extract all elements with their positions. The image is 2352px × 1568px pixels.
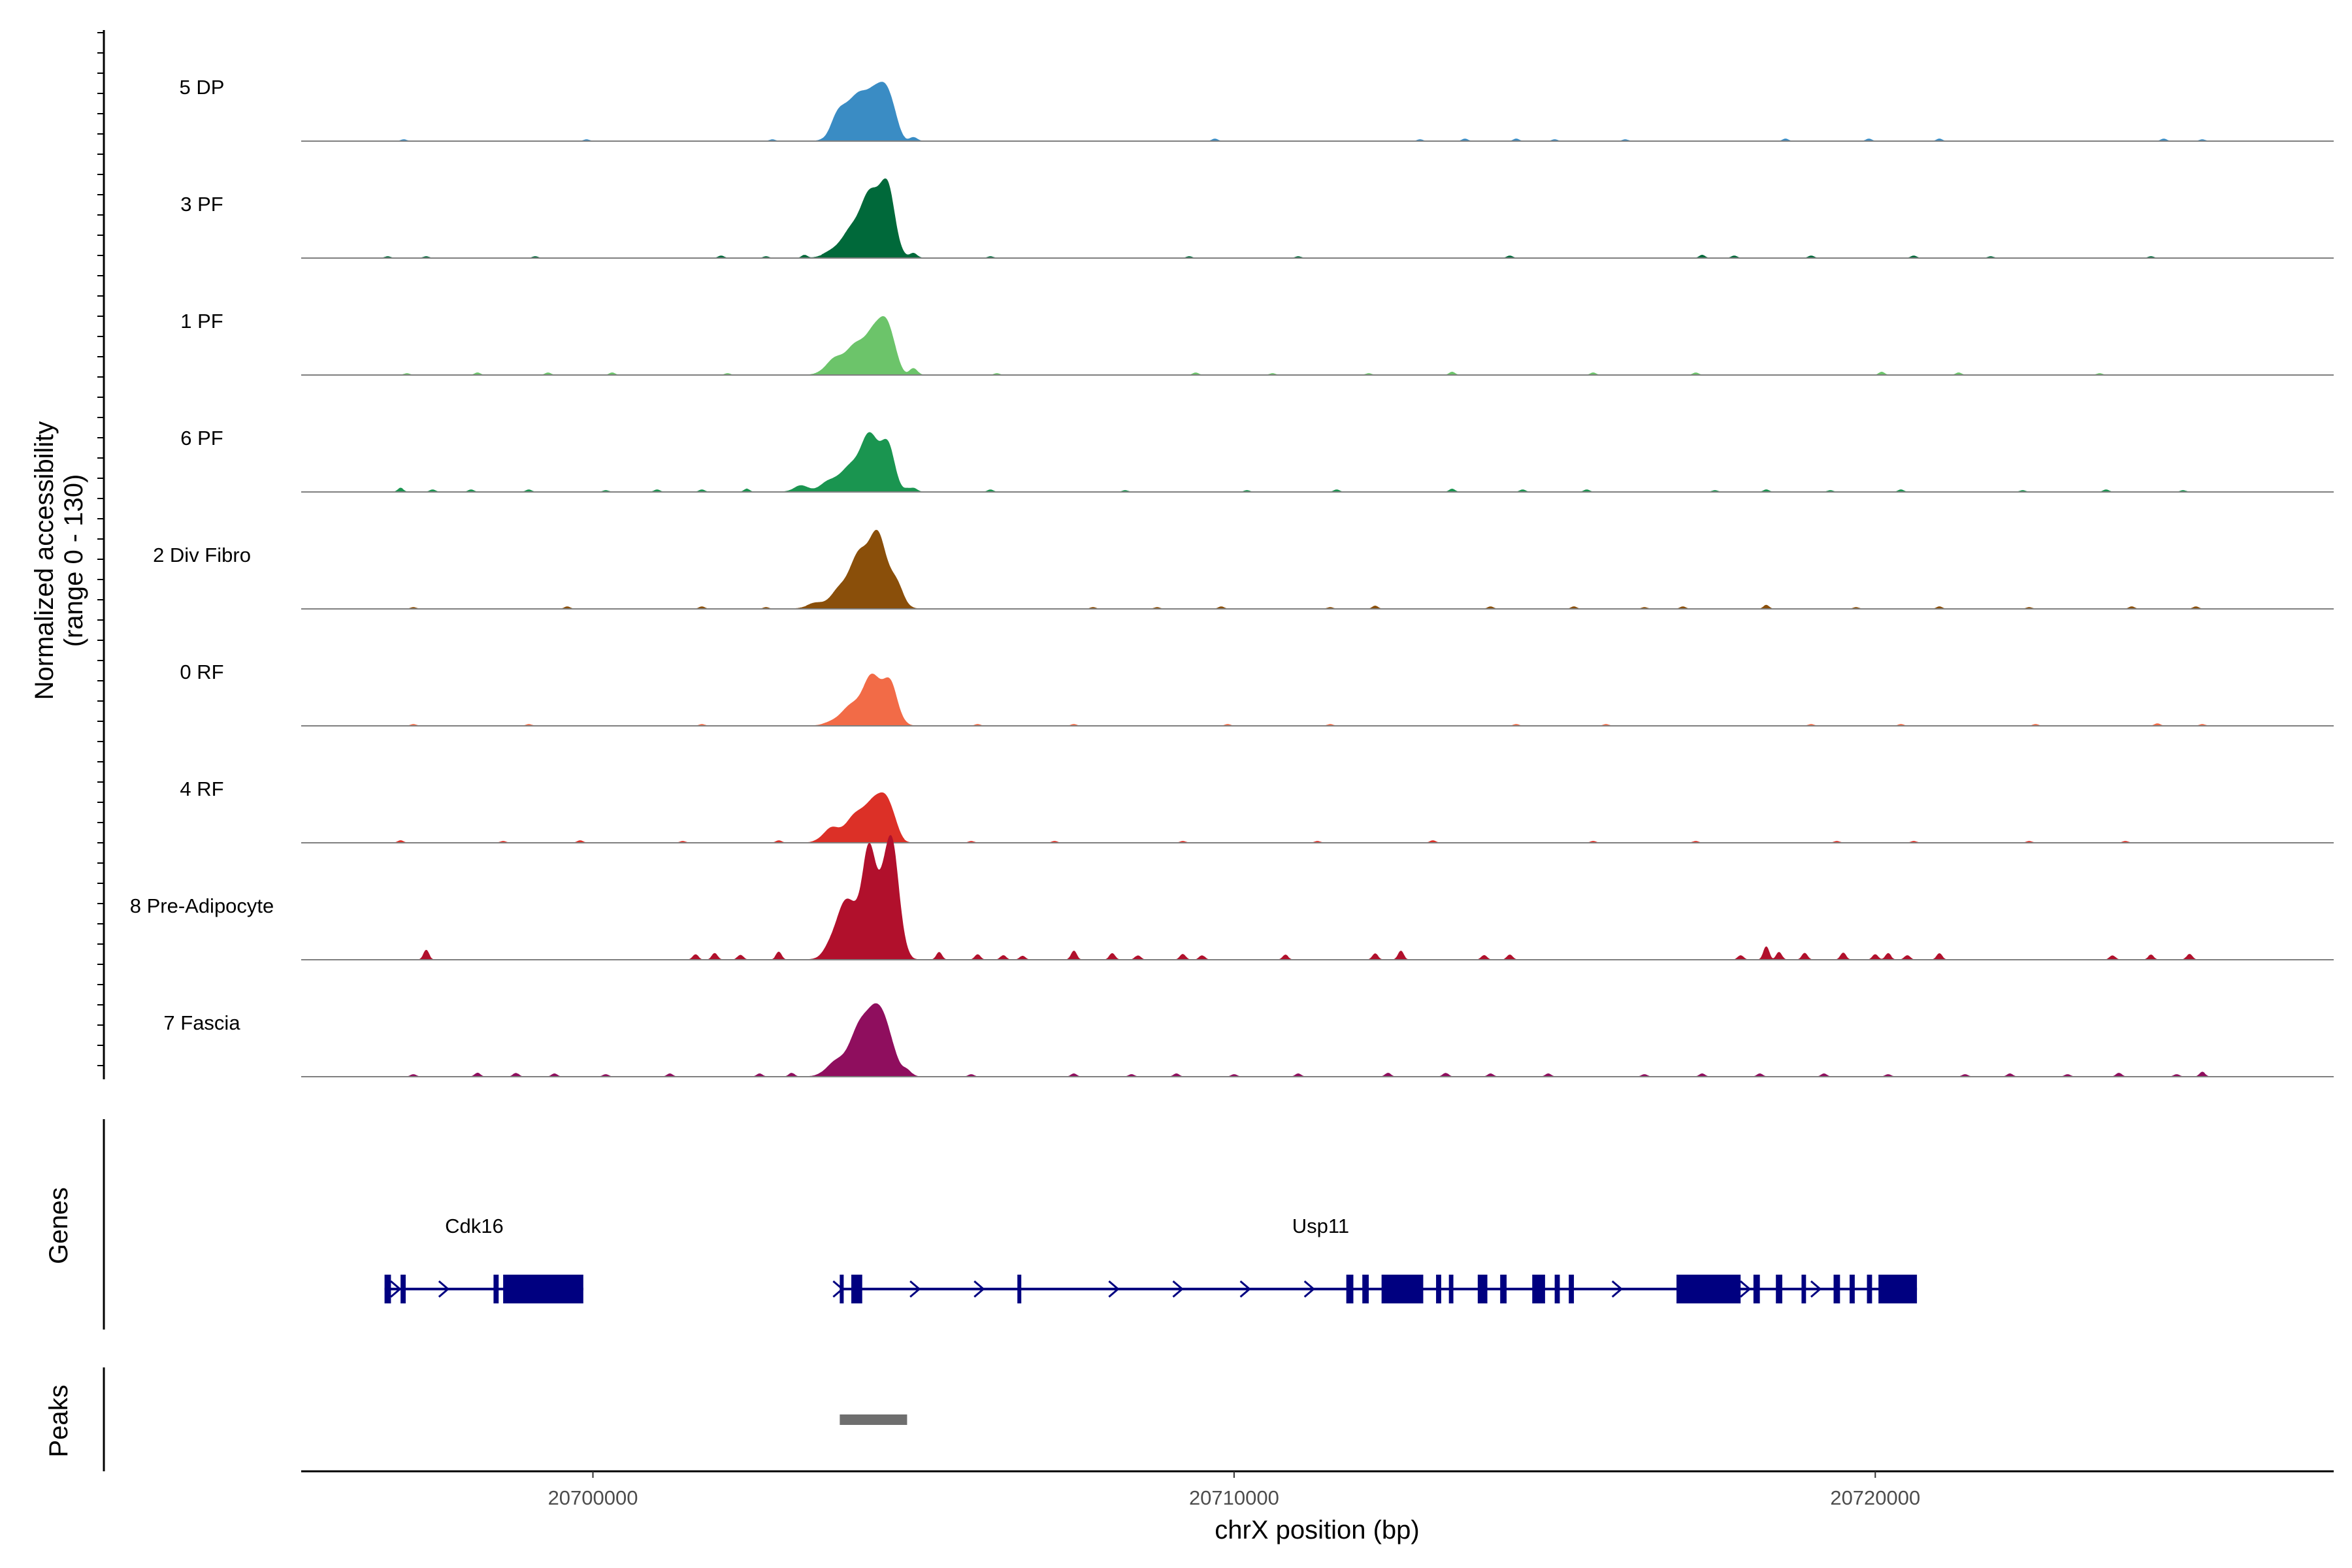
track-label: 4 RF	[180, 777, 223, 800]
gene-exon	[1362, 1275, 1369, 1303]
strand-arrow	[973, 1280, 985, 1298]
track-label: 6 PF	[180, 427, 223, 449]
strand-arrow	[438, 1280, 450, 1298]
gene-name-label: Cdk16	[445, 1215, 504, 1237]
gene-exon	[503, 1275, 583, 1303]
coverage-tracks: 5 DP 3 PF 1 PF 6 PF 2 Div Fibro 0 RF 4 RF 8 Pre…	[130, 76, 2334, 1077]
track-label: 5 DP	[180, 76, 225, 99]
track-5-dp: 5 DP	[180, 76, 2334, 142]
track-0-rf: 0 RF	[180, 661, 2334, 727]
gene-exon	[1448, 1275, 1454, 1303]
gene-exon	[851, 1275, 862, 1303]
gene-exon	[400, 1275, 406, 1303]
track-3-pf: 3 PF	[180, 178, 2334, 259]
gene-exon	[1436, 1275, 1441, 1303]
gene-exon	[1500, 1275, 1507, 1303]
gene-exon	[1850, 1275, 1855, 1303]
track-6-pf: 6 PF	[180, 427, 2334, 493]
gene-annotations: Cdk16 Usp11	[384, 1215, 1918, 1303]
gene-exon	[1346, 1275, 1354, 1303]
strand-arrow	[1611, 1280, 1624, 1298]
gene-exon	[384, 1275, 391, 1303]
gene-exon	[1753, 1275, 1760, 1303]
coverage-y-axis-ticks	[97, 32, 104, 1066]
track-label: 8 Pre-Adipocyte	[130, 894, 274, 917]
track-label: 2 Div Fibro	[153, 544, 251, 566]
strand-arrow	[1172, 1280, 1184, 1298]
track-2-div-fibro: 2 Div Fibro	[153, 529, 2334, 610]
gene-exon	[1833, 1275, 1840, 1303]
track-label: 0 RF	[180, 661, 223, 683]
gene-exon	[1554, 1275, 1560, 1303]
track-7-fascia: 7 Fascia	[163, 1003, 2334, 1077]
gene-exon	[1801, 1275, 1806, 1303]
track-1-pf: 1 PF	[180, 310, 2334, 376]
strand-arrow	[1303, 1280, 1315, 1298]
gene-exon	[1878, 1275, 1918, 1303]
strand-arrow	[1108, 1280, 1120, 1298]
gene-name-label: Usp11	[1292, 1215, 1349, 1237]
gene-exon	[1676, 1275, 1741, 1303]
coverage-y-axis-title: Normalized accessibility	[30, 421, 59, 700]
track-label: 3 PF	[180, 193, 223, 216]
x-tick-label: 20720000	[1830, 1486, 1920, 1509]
gene-exon	[1477, 1275, 1488, 1303]
coverage-y-axis-range: (range 0 - 130)	[59, 474, 88, 647]
peak-region-bar	[840, 1414, 907, 1425]
track-4-rf: 4 RF	[180, 777, 2334, 843]
gene-exon	[1867, 1275, 1872, 1303]
genes-axis-title: Genes	[44, 1187, 73, 1264]
x-axis-ticks: 20700000 20710000 20720000	[548, 1471, 1920, 1509]
gene-exon	[1569, 1275, 1575, 1303]
peak-regions	[840, 1414, 907, 1425]
strand-arrow	[1239, 1280, 1251, 1298]
strand-arrow	[909, 1280, 921, 1298]
strand-arrow	[1740, 1280, 1752, 1298]
gene-exon	[1776, 1275, 1783, 1303]
track-label: 1 PF	[180, 310, 223, 333]
x-tick-label: 20710000	[1189, 1486, 1279, 1509]
strand-arrow	[832, 1280, 844, 1298]
gene-usp11: Usp11	[832, 1215, 1918, 1303]
strand-arrow	[390, 1280, 402, 1298]
track-8-pre-adipocyte: 8 Pre-Adipocyte	[130, 835, 2334, 960]
peaks-axis-title: Peaks	[44, 1384, 73, 1457]
gene-exon	[493, 1275, 499, 1303]
gene-exon	[1017, 1275, 1022, 1303]
gene-cdk16: Cdk16	[384, 1215, 583, 1303]
track-label: 7 Fascia	[163, 1011, 240, 1034]
x-axis-title: chrX position (bp)	[1215, 1516, 1419, 1544]
x-tick-label: 20700000	[548, 1486, 638, 1509]
strand-arrow	[1810, 1280, 1822, 1298]
gene-exon	[1381, 1275, 1424, 1303]
gene-exon	[1532, 1275, 1545, 1303]
